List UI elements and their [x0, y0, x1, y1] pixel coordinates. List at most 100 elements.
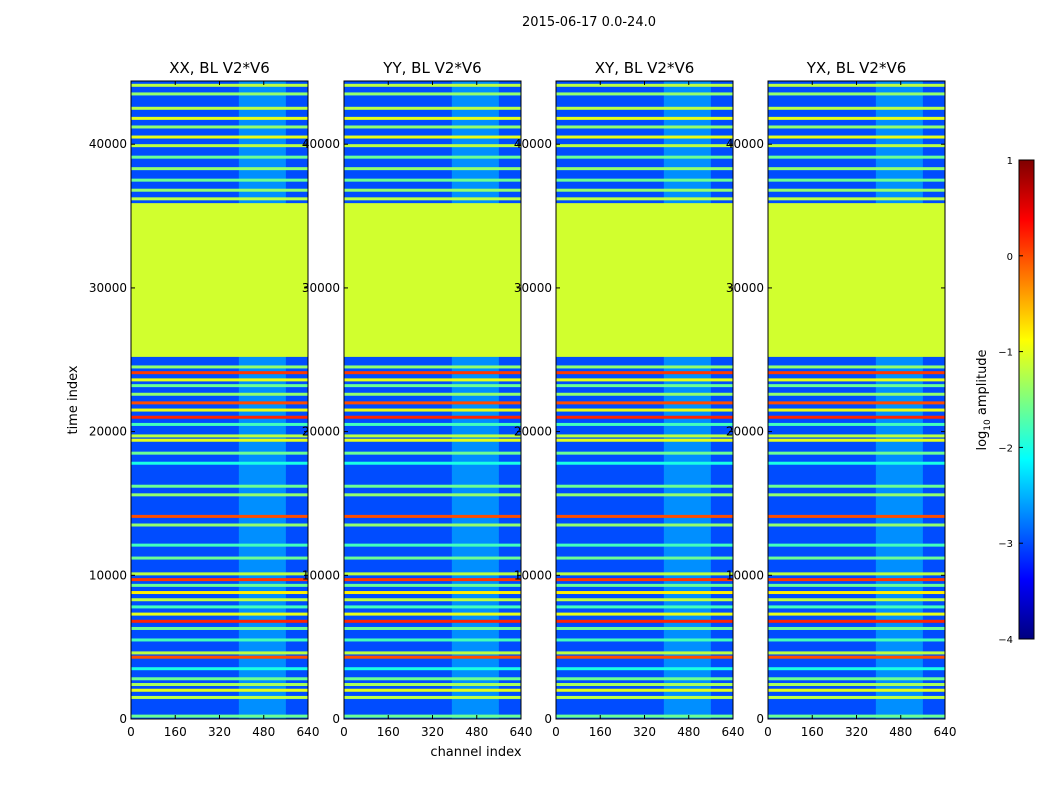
x-tick-label: 320: [421, 725, 444, 739]
y-axis-label: time index: [66, 365, 81, 434]
bright-time-row: [556, 167, 733, 171]
figure-title: 2015-06-17 0.0-24.0: [522, 15, 656, 30]
bright-time-row: [344, 484, 521, 488]
bright-time-row: [556, 144, 733, 148]
bright-time-row: [556, 92, 733, 96]
bright-time-row: [131, 116, 308, 120]
rfi-channel-band: [663, 81, 711, 719]
bright-time-row: [344, 401, 521, 405]
bright-time-row: [556, 605, 733, 609]
bright-time-row: [768, 188, 945, 192]
bright-time-row: [768, 655, 945, 659]
bright-time-row: [768, 626, 945, 630]
bright-time-row: [768, 556, 945, 560]
bright-time-row: [131, 556, 308, 560]
bright-time-row: [768, 583, 945, 587]
bright-time-row: [556, 695, 733, 699]
y-tick-label: 40000: [726, 137, 764, 151]
bright-time-row: [768, 572, 945, 576]
rfi-channel-band: [238, 81, 286, 719]
bright-time-row: [556, 688, 733, 692]
bright-time-row: [768, 688, 945, 692]
bright-time-row: [131, 384, 308, 388]
bright-time-row: [556, 371, 733, 375]
bright-time-row: [768, 651, 945, 655]
bright-time-row: [556, 523, 733, 527]
bright-time-row: [344, 83, 521, 87]
bright-time-row: [344, 572, 521, 576]
bright-time-row: [556, 591, 733, 595]
bright-time-row: [768, 683, 945, 687]
bright-time-row: [131, 583, 308, 587]
bright-time-row: [344, 591, 521, 595]
bright-time-row: [344, 626, 521, 630]
x-tick-label: 480: [252, 725, 275, 739]
x-tick-label: 640: [297, 725, 320, 739]
bright-time-row: [768, 484, 945, 488]
bright-time-row: [344, 451, 521, 455]
bright-time-row: [768, 415, 945, 419]
bright-time-row: [768, 125, 945, 129]
bright-time-row: [556, 598, 733, 602]
bright-time-row: [131, 578, 308, 582]
bright-time-row: [768, 543, 945, 547]
bright-time-row: [344, 392, 521, 396]
panel-title: YY, BL V2*V6: [382, 59, 481, 77]
bright-time-row: [344, 461, 521, 465]
bright-time-row: [131, 197, 308, 201]
bright-time-row: [131, 683, 308, 687]
bright-time-row: [131, 135, 308, 139]
bright-time-row: [131, 638, 308, 642]
flagged-time-block: [768, 203, 945, 357]
colorbar-tick-label: −4: [998, 635, 1013, 646]
bright-time-row: [768, 392, 945, 396]
colorbar-label: log10 amplitude: [975, 349, 993, 450]
bright-time-row: [556, 378, 733, 382]
bright-time-row: [344, 655, 521, 659]
y-tick-label: 0: [332, 712, 340, 726]
bright-time-row: [768, 451, 945, 455]
bright-time-row: [556, 197, 733, 201]
bright-time-row: [768, 619, 945, 623]
bright-time-row: [131, 461, 308, 465]
bright-time-row: [131, 415, 308, 419]
bright-time-row: [131, 167, 308, 171]
y-tick-label: 40000: [514, 137, 552, 151]
bright-time-row: [556, 434, 733, 438]
x-tick-label: 480: [889, 725, 912, 739]
bright-time-row: [131, 619, 308, 623]
y-tick-label: 10000: [89, 568, 127, 582]
bright-time-row: [131, 484, 308, 488]
bright-time-row: [556, 461, 733, 465]
bright-time-row: [768, 197, 945, 201]
bright-time-row: [768, 667, 945, 671]
bright-time-row: [344, 638, 521, 642]
bright-time-row: [556, 638, 733, 642]
bright-time-row: [131, 605, 308, 609]
bright-time-row: [344, 135, 521, 139]
bright-time-row: [344, 144, 521, 148]
x-tick-label: 480: [677, 725, 700, 739]
bright-time-row: [344, 384, 521, 388]
x-tick-label: 0: [552, 725, 560, 739]
bright-time-row: [768, 638, 945, 642]
bright-time-row: [768, 365, 945, 369]
bright-time-row: [344, 605, 521, 609]
bright-time-row: [344, 514, 521, 518]
bright-time-row: [768, 598, 945, 602]
x-tick-label: 320: [845, 725, 868, 739]
colorbar-tick-label: −2: [998, 443, 1013, 454]
bright-time-row: [556, 155, 733, 159]
bright-time-row: [344, 583, 521, 587]
bright-time-row: [344, 415, 521, 419]
bright-time-row: [768, 92, 945, 96]
bright-time-row: [768, 155, 945, 159]
colorbar-tick-label: −3: [998, 539, 1013, 550]
bright-time-row: [344, 438, 521, 442]
y-tick-label: 0: [756, 712, 764, 726]
bright-time-row: [768, 493, 945, 497]
x-tick-label: 480: [465, 725, 488, 739]
bright-time-row: [131, 392, 308, 396]
flagged-time-block: [556, 203, 733, 357]
